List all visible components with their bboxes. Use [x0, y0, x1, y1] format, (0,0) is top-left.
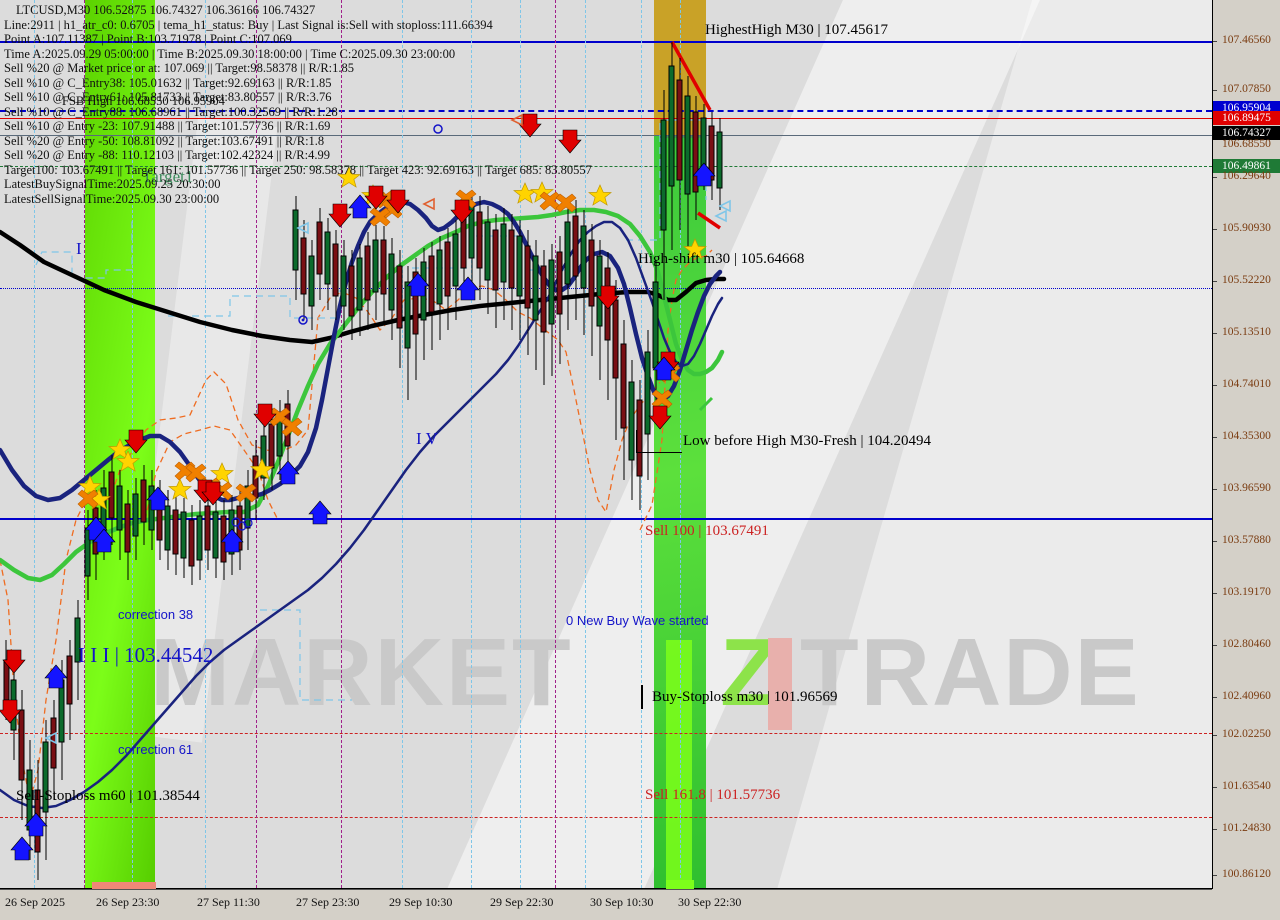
level-target-green	[0, 166, 1212, 167]
info-line-4: Sell %10 @ C_Entry38: 105.01632 || Targe…	[4, 75, 332, 90]
price-axis[interactable]: 107.46560 107.07850 106.95904 106.89475 …	[1213, 0, 1280, 888]
price-tick-16: 100.86120	[1222, 868, 1271, 880]
gridline-v-lt-6	[520, 0, 521, 888]
level-sell-100	[0, 518, 1212, 520]
price-tick-6: 104.74010	[1222, 378, 1271, 390]
chart-info-header: LTCUSD,M30 106.52875 106.74327 106.36166…	[4, 3, 592, 206]
time-tick-3: 27 Sep 23:30	[296, 895, 360, 909]
price-tick-15: 101.24830	[1222, 822, 1271, 834]
price-box-black: 106.74327	[1213, 126, 1280, 140]
annotation-correction-38: correction 38	[118, 607, 194, 622]
time-tick-6: 30 Sep 10:30	[590, 895, 654, 909]
time-tick-1: 26 Sep 23:30	[96, 895, 160, 909]
price-box-green: 106.49861	[1213, 159, 1280, 173]
price-tick-12: 102.40960	[1222, 690, 1271, 702]
price-tick-1: 107.07850	[1222, 83, 1271, 95]
info-line-11: LatestBuySignalTime:2025.09.25 20:30:00	[4, 177, 221, 191]
info-line-10: Target100: 103.67491 || Target 161: 101.…	[4, 162, 592, 177]
time-axis[interactable]: 26 Sep 2025 26 Sep 23:30 27 Sep 11:30 27…	[0, 889, 1280, 920]
annotation-buy-stoploss: Buy-Stoploss m30 | 101.96569	[652, 689, 838, 705]
annotation-correction-61: correction 61	[118, 742, 194, 757]
time-tick-7: 30 Sep 22:30	[678, 895, 742, 909]
price-tick-5: 105.13510	[1222, 326, 1271, 338]
annotation-sell-100: Sell 100 | 103.67491	[645, 523, 769, 539]
gridline-v-lt-5	[471, 0, 472, 888]
envelope-indicator	[0, 249, 713, 801]
info-line-12: LatestSellSignalTime:2025.09.30 23:00:00	[4, 191, 220, 206]
watermark-market: MARKET	[150, 619, 573, 726]
annotation-buy-stoploss-tick	[641, 685, 643, 709]
fsb-high-overlay-label: FSB High 106.68550 106.95904	[62, 94, 225, 108]
annotation-sell-161: Sell 161.8 | 101.57736	[645, 787, 781, 803]
gridline-v-lt-7	[585, 0, 586, 888]
signal-markers-layer	[0, 113, 731, 861]
bottom-band-red-stub	[92, 882, 156, 889]
level-fsb-high-dashed	[0, 110, 1212, 112]
info-line-9: Sell %20 @ Entry -88: 110.12103 || Targe…	[4, 148, 330, 162]
gridline-v-4	[555, 0, 556, 888]
price-box-red: 106.89475	[1213, 111, 1280, 125]
annotation-low-before-high: Low before High M30-Fresh | 104.20494	[683, 433, 931, 449]
bottom-band-green-stub	[666, 880, 694, 889]
level-buy-stoploss	[0, 733, 1212, 734]
price-box-plain: 106.68550	[1222, 138, 1271, 150]
info-line-1: Point A:107.11387 | Point B:103.71978 | …	[4, 32, 292, 46]
level-highest-high	[0, 41, 1212, 43]
info-line-8: Sell %20 @ Entry -50: 108.81092 || Targe…	[4, 133, 325, 148]
info-line-2: Time A:2025.09.29 05:00:00 | Time B:2025…	[4, 46, 456, 61]
band-buy-zone-right-bright	[666, 640, 692, 888]
info-line-3: Sell %20 @ Market price or at: 107.069 |…	[4, 61, 354, 75]
time-tick-5: 29 Sep 22:30	[490, 895, 554, 909]
gridline-v-lt-9	[680, 0, 681, 888]
price-tick-14: 101.63540	[1222, 780, 1271, 792]
time-axis-separator	[0, 889, 1212, 890]
annotation-low-before-high-leader	[636, 452, 682, 453]
annotation-wave-i: I	[76, 239, 82, 258]
price-tick-7: 104.35300	[1222, 430, 1271, 442]
price-tick-10: 103.19170	[1222, 586, 1271, 598]
gridline-v-lt-3	[205, 0, 206, 888]
level-sell-161	[0, 817, 1212, 818]
time-tick-4: 29 Sep 10:30	[389, 895, 453, 909]
annotation-highest-high: HighestHigh M30 | 107.45617	[705, 22, 889, 38]
watermark-trade: TRADE	[800, 619, 1141, 726]
level-bid	[0, 118, 1212, 119]
watermark-red-bar	[768, 638, 792, 730]
info-line-7: Sell %10 @ Entry -23: 107.91488 || Targe…	[4, 119, 331, 133]
gridline-v-lt-4	[402, 0, 403, 888]
info-line-0: Line:2911 | h1_atr_c0: 0.6705 | tema_h1_…	[4, 17, 493, 32]
gridline-v-lt-1	[34, 0, 35, 888]
price-tick-0: 107.46560	[1222, 34, 1271, 46]
price-tick-2: 106.29640	[1222, 170, 1271, 182]
info-line-6: Sell %10 @ C_Entry88: 106.68961 || Targe…	[4, 104, 338, 119]
time-tick-2: 27 Sep 11:30	[197, 895, 260, 909]
annotation-target1: Target1	[142, 167, 194, 186]
price-tick-13: 102.02250	[1222, 728, 1271, 740]
annotation-sell-stoploss: Sell-Stoploss m60 | 101.38544	[16, 788, 200, 804]
annotation-high-shift: High-shift m30 | 105.64668	[638, 251, 805, 267]
price-tick-8: 103.96590	[1222, 482, 1271, 494]
info-line-5: Sell %10 @ C_Entry61: 105.81733 || Targe…	[4, 90, 332, 104]
price-chart-plot[interactable]: MARKET Z TRADE	[0, 0, 1213, 889]
price-tick-9: 103.57880	[1222, 534, 1271, 546]
time-tick-0: 26 Sep 2025	[5, 895, 65, 909]
symbol-ohlc-line: LTCUSD,M30 106.52875 106.74327 106.36166…	[16, 3, 316, 17]
price-tick-3: 105.90930	[1222, 222, 1271, 234]
annotation-wave-iii-price: I I I | 103.44542	[78, 643, 214, 667]
gridline-v-3	[341, 0, 342, 888]
price-tick-4: 105.52220	[1222, 274, 1271, 286]
annotation-low-before-high-tick	[636, 430, 637, 452]
price-tick-11: 102.80460	[1222, 638, 1271, 650]
gridline-v-1	[84, 0, 85, 888]
annotation-wave-iv: I V	[416, 429, 438, 448]
level-last-close	[0, 135, 1212, 136]
annotation-new-buy-wave: 0 New Buy Wave started	[566, 613, 709, 628]
